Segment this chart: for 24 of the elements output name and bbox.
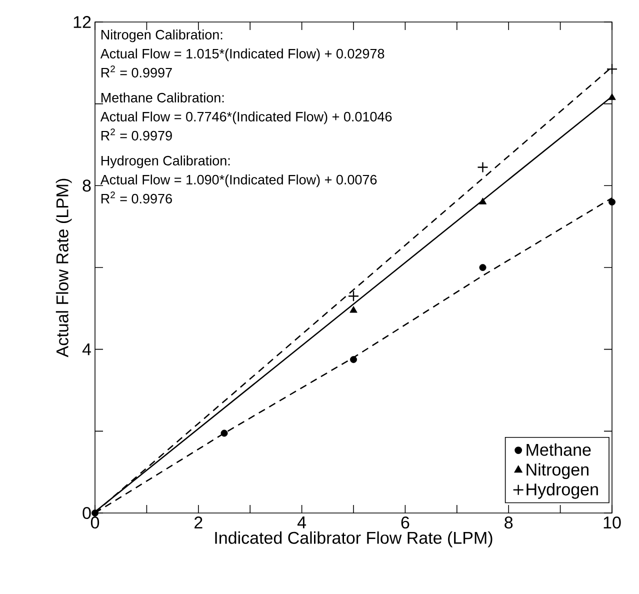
y-tick-label: 8	[82, 180, 91, 192]
x-tick-label: 4	[297, 516, 306, 528]
y-tick-label: 12	[74, 16, 91, 28]
y-axis-title: Actual Flow Rate (LPM)	[56, 178, 72, 358]
x-tick-label: 10	[604, 516, 621, 529]
x-tick-label: 2	[194, 516, 202, 528]
annotation: R$^{2}$ = 0.9979	[101, 128, 172, 140]
annotation: Actual Flow = 1.015*(Indicated Flow) + 0.02978	[100, 48, 384, 62]
annotation: R$^{2}$ = 0.9997	[101, 66, 172, 78]
annotation: Actual Flow = 1.090*(Indicated Flow) + 0.0076	[100, 174, 377, 188]
annotation: R$^{2}$ = 0.9976	[101, 192, 172, 204]
x-tick-label: 0	[90, 516, 100, 529]
annotation: Methane Calibration:	[101, 92, 224, 102]
y-tick-label: 0	[82, 506, 91, 520]
annotation: Hydrogen Calibration:	[101, 156, 230, 168]
legend-label: Methane	[526, 443, 591, 456]
y-tick-label: 4	[82, 343, 91, 356]
annotation: Actual Flow = 0.7746*(Indicated Flow) + 0.01046	[100, 112, 392, 124]
legend-label: Nitrogen	[526, 463, 588, 480]
x-tick-label: 6	[401, 516, 410, 529]
x-axis-title: Indicated Calibrator Flow Rate (LPM)	[215, 531, 492, 548]
x-tick-label: 8	[504, 516, 513, 529]
annotation: Nitrogen Calibration:	[101, 30, 222, 42]
legend-label: Hydrogen	[526, 482, 598, 499]
